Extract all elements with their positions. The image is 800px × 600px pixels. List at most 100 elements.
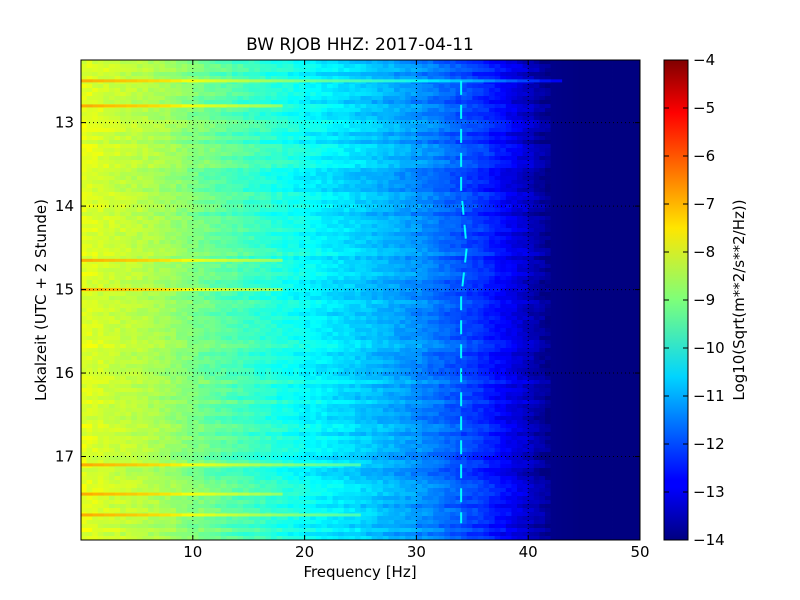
heatmap-cell xyxy=(164,128,171,133)
heatmap-cell xyxy=(634,60,640,65)
heatmap-cell xyxy=(623,196,630,201)
heatmap-cell xyxy=(332,256,339,261)
heatmap-cell xyxy=(293,72,300,77)
heatmap-cell xyxy=(271,128,278,133)
heatmap-cell xyxy=(634,148,640,153)
heatmap-cell xyxy=(176,252,183,257)
heatmap-cell xyxy=(539,220,546,225)
heatmap-cell xyxy=(528,148,535,153)
heatmap-cell xyxy=(455,168,462,173)
heatmap-cell xyxy=(410,104,417,109)
heatmap-cell xyxy=(544,208,551,213)
heatmap-cell xyxy=(500,108,507,113)
heatmap-cell xyxy=(148,248,155,253)
heatmap-cell xyxy=(271,228,278,233)
heatmap-cell xyxy=(455,116,462,121)
heatmap-cell xyxy=(377,92,384,97)
heatmap-cell xyxy=(114,236,121,241)
heatmap-cell xyxy=(326,180,333,185)
heatmap-cell xyxy=(394,68,401,73)
heatmap-cell xyxy=(136,252,143,257)
heatmap-cell xyxy=(427,224,434,229)
heatmap-cell xyxy=(125,232,132,237)
heatmap-cell xyxy=(584,148,591,153)
heatmap-cell xyxy=(612,64,619,69)
heatmap-cell xyxy=(81,124,87,129)
heatmap-cell xyxy=(461,236,468,241)
heatmap-cell xyxy=(360,168,367,173)
heatmap-cell xyxy=(181,244,188,249)
heatmap-cell xyxy=(198,160,205,165)
heatmap-cell xyxy=(310,168,317,173)
heatmap-cell xyxy=(86,256,93,261)
heatmap-cell xyxy=(394,208,401,213)
heatmap-cell xyxy=(271,252,278,257)
heatmap-cell xyxy=(131,68,138,73)
heatmap-cell xyxy=(142,164,149,169)
heatmap-cell xyxy=(421,88,428,93)
heatmap-cell xyxy=(198,156,205,161)
heatmap-cell xyxy=(304,144,311,149)
heatmap-cell xyxy=(164,160,171,165)
heatmap-cell xyxy=(181,164,188,169)
heatmap-cell xyxy=(215,188,222,193)
heatmap-cell xyxy=(338,104,345,109)
heatmap-cell xyxy=(539,200,546,205)
heatmap-cell xyxy=(254,236,261,241)
heatmap-cell xyxy=(533,112,540,117)
heatmap-cell xyxy=(86,180,93,185)
heatmap-cell xyxy=(354,244,361,249)
heatmap-cell xyxy=(360,180,367,185)
heatmap-cell xyxy=(203,120,210,125)
heatmap-cell xyxy=(584,236,591,241)
heatmap-cell xyxy=(483,204,490,209)
heatmap-cell xyxy=(164,124,171,129)
heatmap-cell xyxy=(388,116,395,121)
heatmap-cell xyxy=(500,72,507,77)
heatmap-cell xyxy=(103,168,110,173)
heatmap-cell xyxy=(338,156,345,161)
heatmap-cell xyxy=(220,248,227,253)
heatmap-cell xyxy=(382,180,389,185)
heatmap-cell xyxy=(338,180,345,185)
heatmap-cell xyxy=(332,168,339,173)
heatmap-cell xyxy=(623,164,630,169)
heatmap-cell xyxy=(410,68,417,73)
heatmap-cell xyxy=(226,160,233,165)
heatmap-cell xyxy=(494,244,501,249)
heatmap-cell xyxy=(427,172,434,177)
heatmap-cell xyxy=(343,188,350,193)
heatmap-cell xyxy=(634,92,640,97)
heatmap-cell xyxy=(371,168,378,173)
heatmap-cell xyxy=(433,248,440,253)
heatmap-cell xyxy=(332,208,339,213)
heatmap-cell xyxy=(243,184,250,189)
heatmap-cell xyxy=(92,144,99,149)
heatmap-cell xyxy=(539,96,546,101)
heatmap-cell xyxy=(159,180,166,185)
heatmap-cell xyxy=(556,228,563,233)
heatmap-cell xyxy=(494,140,501,145)
heatmap-cell xyxy=(220,132,227,137)
heatmap-cell xyxy=(416,96,423,101)
heatmap-cell xyxy=(366,88,373,93)
heatmap-cell xyxy=(231,148,238,153)
heatmap-cell xyxy=(600,72,607,77)
heatmap-cell xyxy=(338,252,345,257)
heatmap-cell xyxy=(578,76,585,81)
heatmap-cell xyxy=(220,96,227,101)
heatmap-cell xyxy=(321,112,328,117)
heatmap-cell xyxy=(494,104,501,109)
heatmap-cell xyxy=(304,124,311,129)
heatmap-cell xyxy=(427,256,434,261)
heatmap-cell xyxy=(209,116,216,121)
heatmap-cell xyxy=(589,152,596,157)
heatmap-cell xyxy=(366,72,373,77)
heatmap-cell xyxy=(103,256,110,261)
heatmap-cell xyxy=(360,244,367,249)
heatmap-cell xyxy=(455,172,462,177)
heatmap-cell xyxy=(517,188,524,193)
heatmap-cell xyxy=(472,100,479,105)
heatmap-cell xyxy=(438,188,445,193)
heatmap-cell xyxy=(203,108,210,113)
